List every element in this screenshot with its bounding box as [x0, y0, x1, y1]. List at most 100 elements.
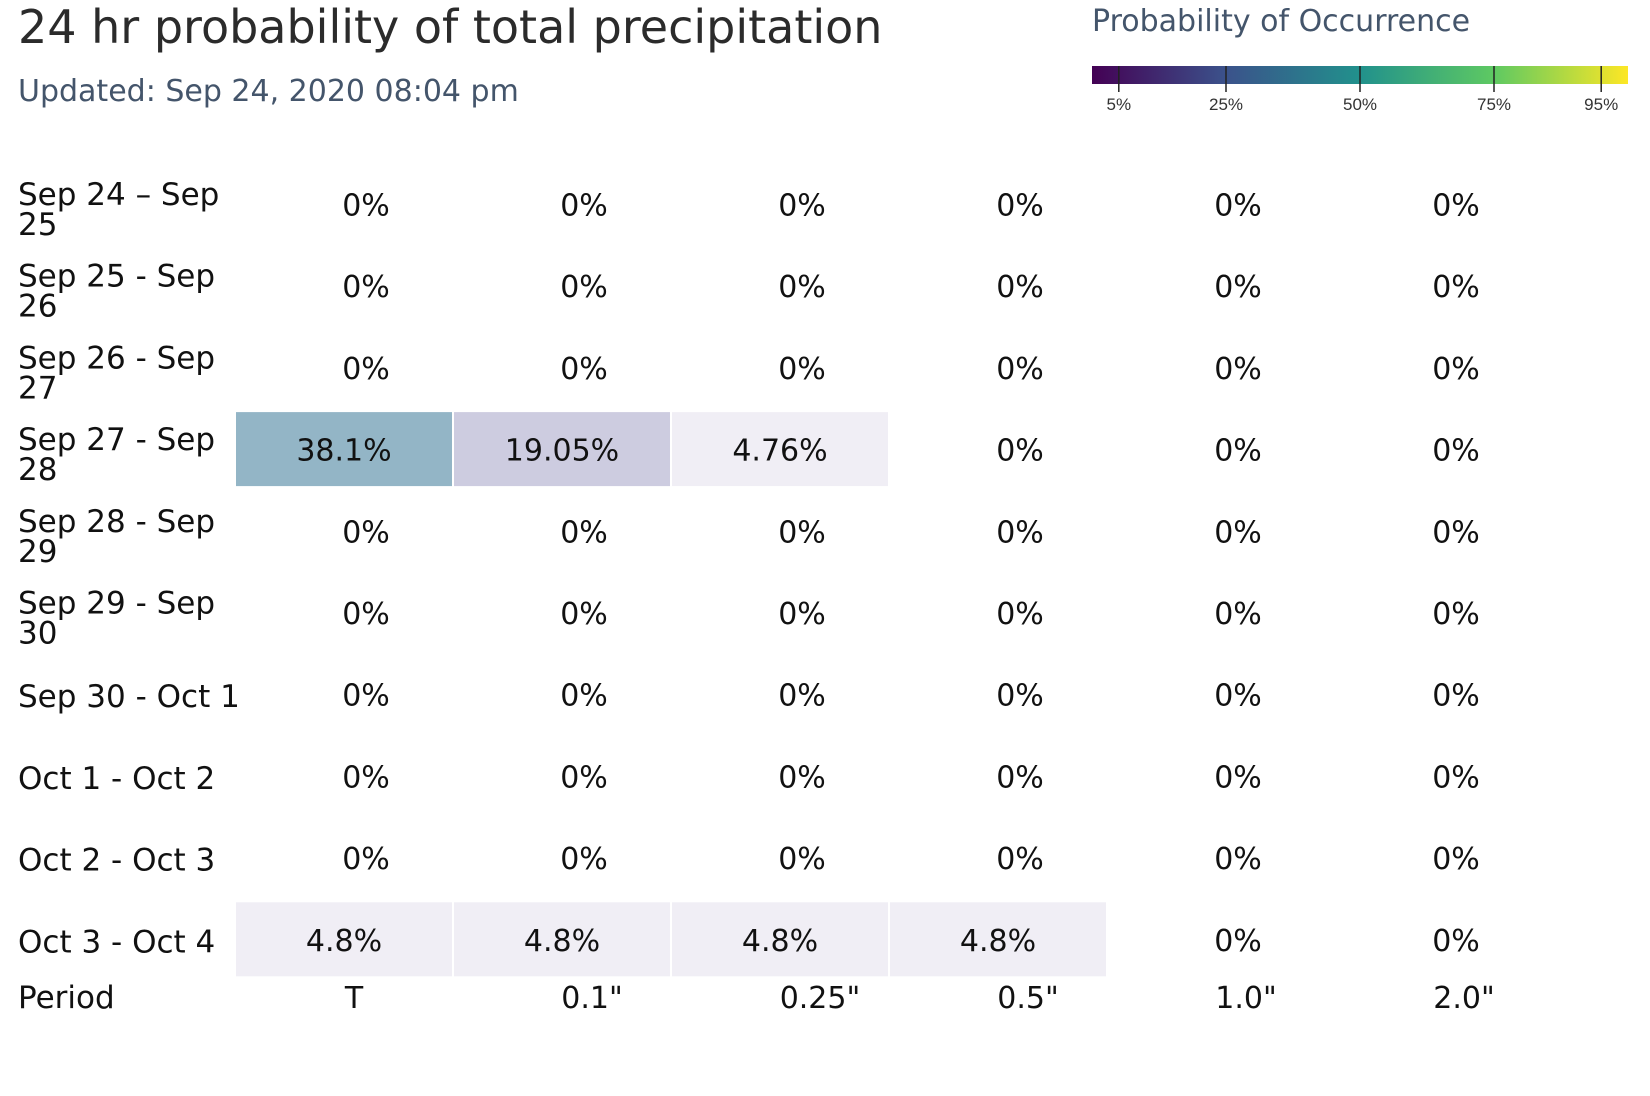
cell-value: 0%: [1214, 842, 1262, 877]
x-category-label: 0.25": [780, 981, 861, 1016]
cell-value: 0%: [1432, 270, 1480, 305]
cell-value: 0%: [342, 189, 390, 224]
cell-value: 4.8%: [306, 924, 382, 959]
cell-value: 0%: [560, 270, 608, 305]
table-row: Sep 30 - Oct 1 0% 0% 0% 0% 0% 0%: [18, 679, 1480, 716]
row-label: Oct 2 - Oct 3: [18, 843, 215, 879]
cell-value: 0%: [778, 842, 826, 877]
cell-value: 0%: [1432, 515, 1480, 550]
cell-value: 4.8%: [960, 924, 1036, 959]
cell-value: 19.05%: [505, 434, 619, 469]
updated-timestamp: Updated: Sep 24, 2020 08:04 pm: [18, 74, 519, 109]
heatmap-cell: [236, 902, 452, 977]
cell-value: 0%: [342, 760, 390, 795]
cell-value: 0%: [778, 352, 826, 387]
cell-value: 0%: [342, 679, 390, 714]
cell-value: 0%: [1214, 924, 1262, 959]
cell-value: 0%: [1214, 189, 1262, 224]
x-category-label: 2.0": [1433, 981, 1495, 1016]
cell-value: 0%: [1214, 270, 1262, 305]
cell-value: 0%: [1214, 760, 1262, 795]
cell-value: 0%: [1432, 760, 1480, 795]
cell-value: 38.1%: [296, 434, 391, 469]
heatmap-cell: [454, 412, 670, 487]
row-label: Oct 3 - Oct 4: [18, 924, 215, 960]
cell-value: 0%: [342, 515, 390, 550]
cell-value: 4.8%: [524, 924, 600, 959]
cell-value: 0%: [560, 842, 608, 877]
cell-value: 0%: [342, 270, 390, 305]
cell-value: 4.8%: [742, 924, 818, 959]
table-row: Sep 29 - Sep 30 0% 0% 0% 0% 0% 0%: [18, 586, 1480, 652]
cell-value: 0%: [778, 189, 826, 224]
table-row: Oct 3 - Oct 4 4.8% 4.8% 4.8% 4.8% 0% 0%: [18, 902, 1480, 977]
row-label: Sep 28 - Sep 29: [18, 504, 215, 570]
table-row: Oct 2 - Oct 3 0% 0% 0% 0% 0% 0%: [18, 842, 1480, 879]
cell-value: 0%: [996, 515, 1044, 550]
x-category-label: T: [344, 981, 364, 1016]
row-label: Sep 27 - Sep 28: [18, 422, 215, 488]
cell-value: 0%: [996, 352, 1044, 387]
table-row: Sep 24 – Sep 25 0% 0% 0% 0% 0% 0%: [18, 177, 1480, 243]
cell-value: 0%: [778, 597, 826, 632]
legend-tick-label: 5%: [1107, 95, 1132, 114]
cell-value: 0%: [1214, 352, 1262, 387]
x-category-label: 0.1": [561, 981, 623, 1016]
row-label: Sep 24 – Sep 25: [18, 177, 219, 243]
cell-value: 0%: [778, 515, 826, 550]
cell-value: 0%: [560, 352, 608, 387]
table-row: Sep 25 - Sep 26 0% 0% 0% 0% 0% 0%: [18, 259, 1480, 325]
cell-value: 0%: [996, 270, 1044, 305]
x-category-label: 1.0": [1215, 981, 1277, 1016]
heatmap-cell: [890, 902, 1106, 977]
cell-value: 0%: [778, 760, 826, 795]
cell-value: 0%: [342, 597, 390, 632]
legend-tick-label: 75%: [1477, 95, 1511, 114]
cell-value: 0%: [560, 189, 608, 224]
cell-value: 0%: [1214, 597, 1262, 632]
row-label: Oct 1 - Oct 2: [18, 761, 215, 797]
cell-value: 0%: [1432, 434, 1480, 469]
cell-value: 0%: [996, 679, 1044, 714]
cell-value: 0%: [1432, 597, 1480, 632]
row-label: Sep 25 - Sep 26: [18, 259, 215, 325]
cell-value: 4.76%: [732, 434, 827, 469]
table-row: Sep 26 - Sep 27 0% 0% 0% 0% 0% 0%: [18, 340, 1480, 406]
legend-title: Probability of Occurrence: [1092, 4, 1471, 39]
cell-value: 0%: [1432, 189, 1480, 224]
table-row: Oct 1 - Oct 2 0% 0% 0% 0% 0% 0%: [18, 760, 1480, 797]
cell-value: 0%: [560, 679, 608, 714]
cell-value: 0%: [560, 760, 608, 795]
x-category-label: 0.5": [997, 981, 1059, 1016]
heatmap-cell: [454, 902, 670, 977]
cell-value: 0%: [342, 352, 390, 387]
cell-value: 0%: [1432, 679, 1480, 714]
row-label: Sep 30 - Oct 1: [18, 679, 240, 715]
legend-tick-label: 95%: [1584, 95, 1618, 114]
cell-value: 0%: [1432, 924, 1480, 959]
legend-tick-label: 50%: [1343, 95, 1377, 114]
cell-value: 0%: [1214, 679, 1262, 714]
table-row: Sep 28 - Sep 29 0% 0% 0% 0% 0% 0%: [18, 504, 1480, 570]
cell-value: 0%: [1214, 515, 1262, 550]
cell-value: 0%: [996, 189, 1044, 224]
cell-value: 0%: [996, 760, 1044, 795]
cell-value: 0%: [342, 842, 390, 877]
row-label: Sep 29 - Sep 30: [18, 586, 215, 652]
cell-value: 0%: [996, 597, 1044, 632]
cell-value: 0%: [560, 515, 608, 550]
cell-value: 0%: [1432, 352, 1480, 387]
cell-value: 0%: [1214, 434, 1262, 469]
cell-value: 0%: [560, 597, 608, 632]
heatmap-cell: [672, 902, 888, 977]
color-legend: Probability of Occurrence 5% 25% 50% 75% 95%: [1092, 4, 1632, 124]
cell-value: 0%: [1432, 842, 1480, 877]
heatmap-cell: [236, 412, 452, 487]
heatmap-cell: [672, 412, 888, 487]
x-axis-label: Period: [18, 980, 115, 1016]
cell-value: 0%: [778, 679, 826, 714]
cell-value: 0%: [996, 434, 1044, 469]
legend-colorbar: 5% 25% 50% 75% 95%: [1092, 66, 1628, 114]
legend-tick-label: 25%: [1209, 95, 1243, 114]
table-row: Sep 27 - Sep 28 38.1% 19.05% 4.76% 0% 0% 0%: [18, 412, 1480, 488]
